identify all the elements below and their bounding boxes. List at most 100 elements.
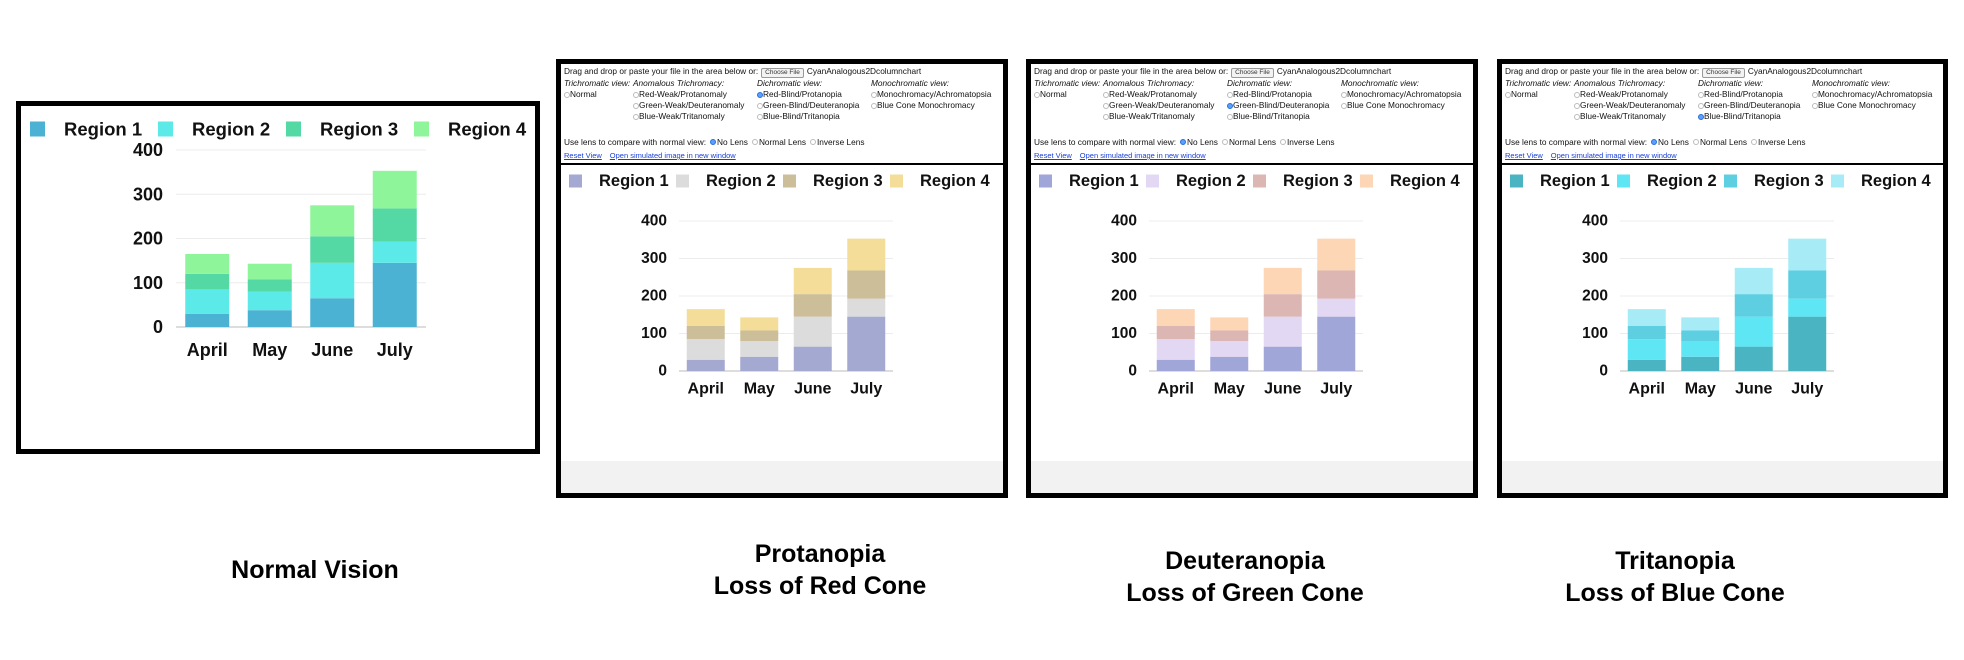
- x-category-label: April: [1158, 381, 1194, 398]
- dichromatic-group: Dichromatic view: Red-Blind/Protanopia Gre…: [1698, 78, 1800, 122]
- view-option-radio[interactable]: Red-Weak/Protanomaly: [633, 89, 744, 100]
- bar-segment: [247, 263, 292, 280]
- lens-option-radio[interactable]: Normal Lens: [1693, 137, 1747, 147]
- view-option-radio[interactable]: Blue-Weak/Tritanomaly: [1103, 111, 1214, 122]
- lens-option-radio[interactable]: Normal Lens: [752, 137, 806, 147]
- drop-prompt: Drag and drop or paste your file in the …: [564, 66, 759, 76]
- lens-option-radio[interactable]: No Lens: [1180, 137, 1218, 147]
- trichromatic-heading: Trichromatic view:: [1505, 78, 1572, 88]
- legend-item: Region 3: [1724, 172, 1824, 190]
- view-option-radio[interactable]: Monochromacy/Achromatopsia: [1812, 89, 1932, 100]
- tritanopia-panel: Drag and drop or paste your file in the …: [1497, 59, 1948, 498]
- view-option-radio[interactable]: Green-Blind/Deuteranopia: [1698, 100, 1800, 111]
- bar-segment: [185, 253, 230, 274]
- bar-segment: [1317, 316, 1356, 371]
- y-tick-label: 0: [153, 317, 163, 337]
- choose-file-button[interactable]: Choose File: [761, 68, 804, 78]
- view-option-radio[interactable]: Green-Weak/Deuteranomaly: [1574, 100, 1685, 111]
- open-new-window-link[interactable]: Open simulated image in new window: [1079, 151, 1206, 160]
- bar-segment: [740, 356, 779, 371]
- view-option-radio[interactable]: Normal: [564, 89, 630, 100]
- choose-file-button[interactable]: Choose File: [1702, 68, 1745, 78]
- bar-segment: [1681, 317, 1720, 331]
- y-tick-label: 200: [1111, 288, 1137, 305]
- view-option-radio[interactable]: Blue-Blind/Tritanopia: [757, 111, 859, 122]
- bar-segment: [1627, 326, 1666, 340]
- view-option-radio[interactable]: Red-Blind/Protanopia: [1227, 89, 1329, 100]
- bar-segment: [310, 236, 355, 263]
- legend-item: Region 1: [569, 172, 669, 190]
- reset-view-link[interactable]: Reset View: [1034, 151, 1072, 160]
- legend-label: Region 4: [1861, 172, 1931, 190]
- legend-label: Region 4: [1390, 172, 1460, 190]
- choose-file-button[interactable]: Choose File: [1231, 68, 1274, 78]
- view-option-radio[interactable]: Monochromacy/Achromatopsia: [1341, 89, 1461, 100]
- legend-label: Region 2: [1176, 172, 1246, 190]
- anomalous-heading: Anomalous Trichromacy:: [1103, 78, 1195, 88]
- x-category-label: April: [1629, 381, 1665, 398]
- view-option-radio[interactable]: Green-Blind/Deuteranopia: [1227, 100, 1329, 111]
- bar-segment: [1627, 309, 1666, 326]
- x-category-label: June: [1735, 381, 1772, 398]
- lens-option-radio[interactable]: Inverse Lens: [1280, 137, 1335, 147]
- view-option-radio[interactable]: Green-Weak/Deuteranomaly: [1103, 100, 1214, 111]
- lens-option-radio[interactable]: Normal Lens: [1222, 137, 1276, 147]
- view-option-radio[interactable]: Monochromacy/Achromatopsia: [871, 89, 991, 100]
- dichromatic-group: Dichromatic view: Red-Blind/Protanopia Gre…: [1227, 78, 1329, 122]
- simulator-toolbar: Drag and drop or paste your file in the …: [1031, 64, 1473, 165]
- y-tick-label: 200: [641, 288, 667, 305]
- lens-option-radio[interactable]: Inverse Lens: [810, 137, 865, 147]
- lens-option-radio[interactable]: No Lens: [710, 137, 748, 147]
- reset-view-link[interactable]: Reset View: [564, 151, 602, 160]
- caption-protanopia-line2: Loss of Red Cone: [713, 572, 927, 600]
- view-option-radio[interactable]: Blue-Weak/Tritanomaly: [633, 111, 744, 122]
- view-option-radio[interactable]: Normal: [1034, 89, 1100, 100]
- file-name: CyanAnalogous2Dcolumnchart: [1276, 66, 1392, 76]
- bar-segment: [1788, 316, 1827, 371]
- y-tick-label: 0: [1599, 363, 1608, 380]
- simulator-links: Reset View Open simulated image in new wi…: [1505, 150, 1685, 161]
- bar-segment: [1734, 294, 1773, 317]
- view-option-radio[interactable]: Blue-Weak/Tritanomaly: [1574, 111, 1685, 122]
- legend-swatch: [1253, 174, 1266, 188]
- anomalous-group: Anomalous Trichromacy: Red-Weak/Protanoma…: [1574, 78, 1685, 122]
- monochromatic-heading: Monochromatic view:: [1812, 78, 1890, 88]
- legend-swatch: [676, 174, 689, 188]
- view-option-radio[interactable]: Blue-Blind/Tritanopia: [1698, 111, 1800, 122]
- x-category-label: May: [1214, 381, 1245, 398]
- dichromatic-heading: Dichromatic view:: [757, 78, 823, 88]
- view-option-radio[interactable]: Red-Blind/Protanopia: [1698, 89, 1800, 100]
- legend-swatch: [1617, 174, 1630, 188]
- caption-tritanopia-line2: Loss of Blue Cone: [1565, 579, 1785, 607]
- bar-segment: [1210, 341, 1249, 357]
- bar-segment: [847, 298, 886, 317]
- view-option-radio[interactable]: Red-Weak/Protanomaly: [1574, 89, 1685, 100]
- view-option-radio[interactable]: Green-Weak/Deuteranomaly: [633, 100, 744, 111]
- view-option-radio[interactable]: Green-Blind/Deuteranopia: [757, 100, 859, 111]
- legend-label: Region 2: [706, 172, 776, 190]
- legend-item: Region 4: [890, 172, 990, 190]
- open-new-window-link[interactable]: Open simulated image in new window: [609, 151, 736, 160]
- simulator-links: Reset View Open simulated image in new wi…: [1034, 150, 1214, 161]
- bar-segment: [1156, 326, 1195, 340]
- view-option-radio[interactable]: Red-Weak/Protanomaly: [1103, 89, 1214, 100]
- legend-item: Region 2: [676, 172, 776, 190]
- reset-view-link[interactable]: Reset View: [1505, 151, 1543, 160]
- dichromatic-group: Dichromatic view: Red-Blind/Protanopia Gre…: [757, 78, 859, 122]
- view-option-radio[interactable]: Normal: [1505, 89, 1571, 100]
- view-option-radio[interactable]: Blue Cone Monochromacy: [871, 100, 991, 111]
- open-new-window-link[interactable]: Open simulated image in new window: [1550, 151, 1677, 160]
- view-option-radio[interactable]: Blue Cone Monochromacy: [1812, 100, 1932, 111]
- view-option-radio[interactable]: Red-Blind/Protanopia: [757, 89, 859, 100]
- view-option-radio[interactable]: Blue-Blind/Tritanopia: [1227, 111, 1329, 122]
- deuteranopia-panel: Drag and drop or paste your file in the …: [1026, 59, 1478, 498]
- drop-prompt-row: Drag and drop or paste your file in the …: [1505, 66, 1862, 78]
- bar-segment: [372, 208, 417, 242]
- bar-segment: [740, 330, 779, 341]
- x-category-label: July: [1320, 381, 1352, 398]
- view-option-radio[interactable]: Blue Cone Monochromacy: [1341, 100, 1461, 111]
- lens-option-radio[interactable]: No Lens: [1651, 137, 1689, 147]
- legend-label: Region 4: [920, 172, 990, 190]
- legend-label: Region 2: [1647, 172, 1717, 190]
- lens-option-radio[interactable]: Inverse Lens: [1751, 137, 1806, 147]
